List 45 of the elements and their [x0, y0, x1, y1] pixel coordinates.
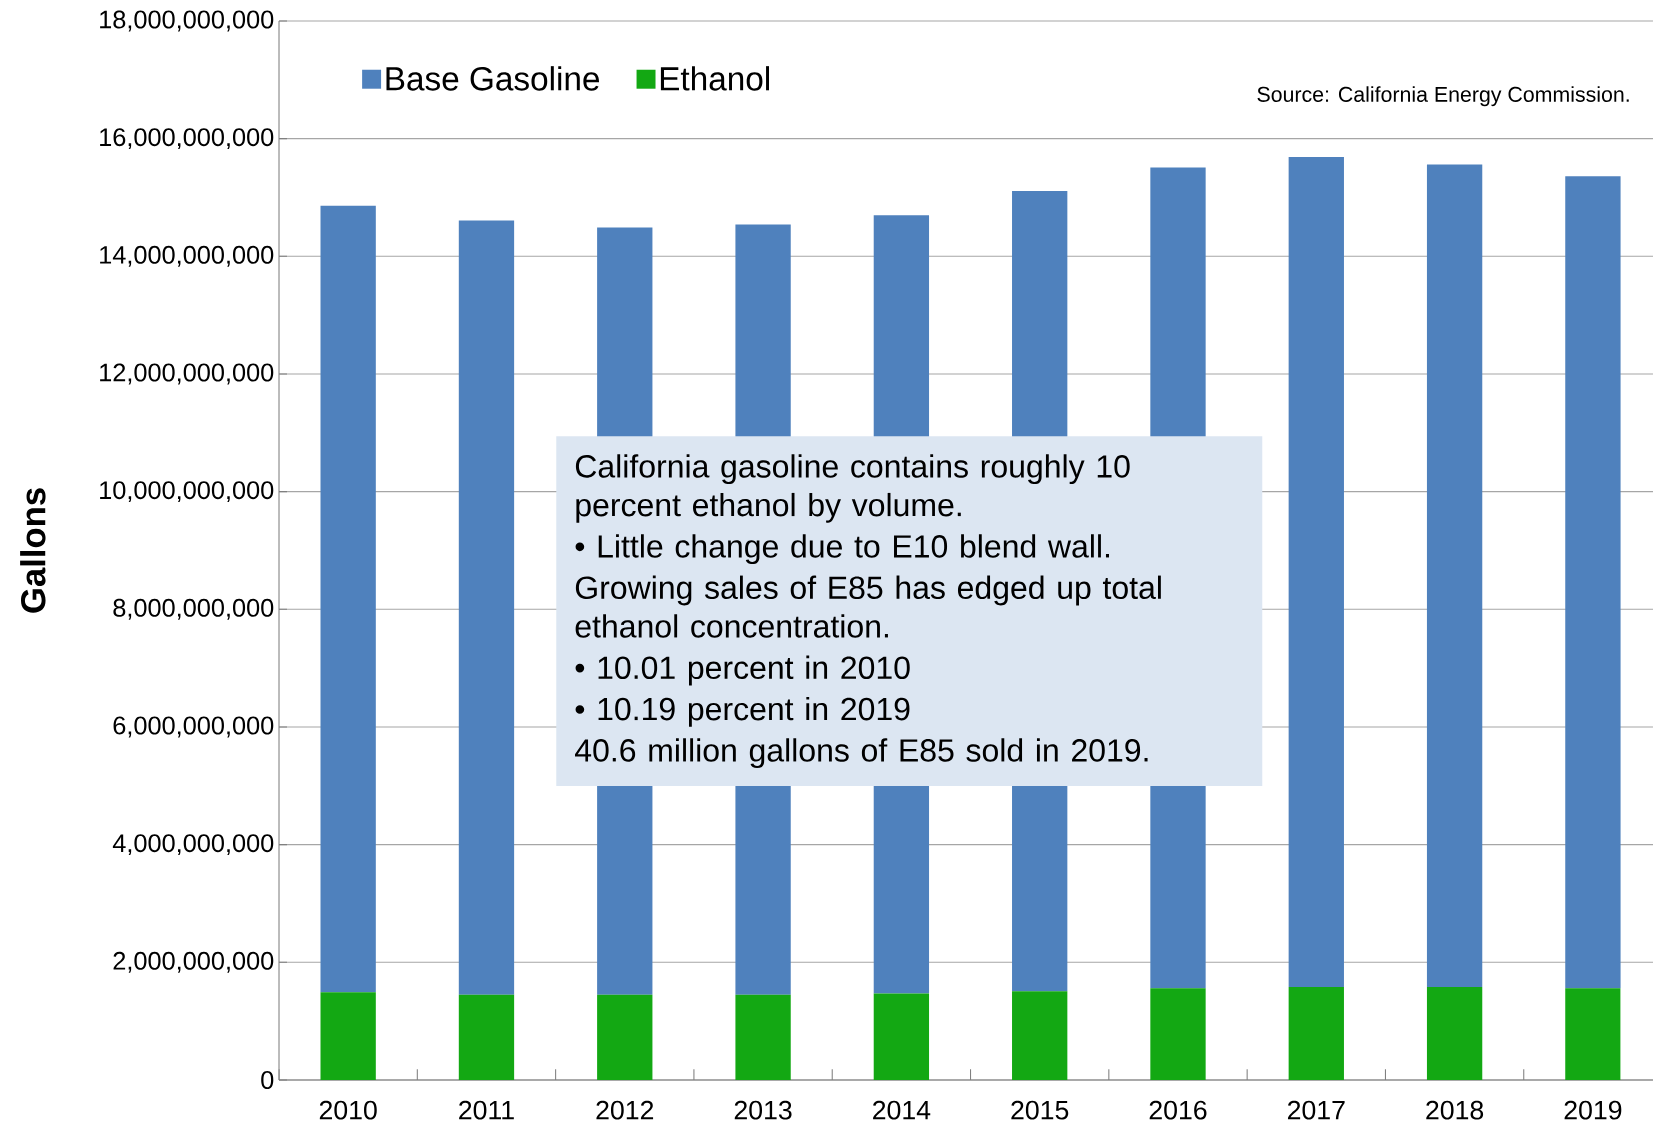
y-axis-title: Gallons — [20, 488, 46, 613]
bar — [735, 994, 791, 1080]
y-tick-label: 2,000,000,000 — [113, 951, 274, 973]
bar — [873, 993, 930, 1080]
legend-label: Ethanol — [660, 66, 769, 91]
bar — [1565, 988, 1621, 1080]
x-tick-label: 2015 — [1011, 1100, 1069, 1120]
x-tick-label: 2014 — [873, 1100, 931, 1120]
bar — [1426, 164, 1483, 988]
x-tick-label: 2019 — [1564, 1100, 1622, 1120]
y-tick-label: 8,000,000,000 — [113, 598, 274, 620]
y-tick-label: 0 — [261, 1071, 274, 1089]
y-tick-label: 14,000,000,000 — [100, 245, 274, 267]
legend-label: Base Gasoline — [386, 66, 600, 91]
x-tick-label: 2010 — [319, 1100, 377, 1120]
bar — [1012, 991, 1068, 1080]
annotation: • 10.01 percent in 2010 — [575, 655, 910, 686]
bar — [458, 994, 515, 1080]
bar — [320, 205, 376, 993]
bar — [458, 220, 515, 995]
bar — [1565, 176, 1621, 989]
bar — [597, 994, 653, 1080]
y-tick-label: 6,000,000,000 — [113, 716, 274, 738]
y-tick-label: 18,000,000,000 — [100, 10, 274, 32]
bar — [1426, 987, 1483, 1080]
annotation: Growing sales of E85 has edged up total ethanol concentration. — [575, 575, 1161, 638]
bar — [1288, 156, 1344, 988]
annotation: California gasoline contains roughly 10 percent ethanol by volume. — [575, 454, 1130, 523]
x-tick-label: 2011 — [459, 1100, 514, 1120]
x-tick-label: 2016 — [1149, 1100, 1207, 1120]
x-tick-label: 2012 — [596, 1100, 654, 1120]
annotation: 40.6 million gallons of E85 sold in 2019. — [575, 738, 1148, 769]
annotation: Source: California Energy Commission. — [1257, 86, 1629, 107]
bar — [320, 992, 376, 1080]
bar — [1150, 988, 1206, 1080]
y-tick-label: 16,000,000,000 — [100, 128, 274, 150]
annotation: • Little change due to E10 blend wall. — [575, 534, 1109, 565]
x-tick-label: 2013 — [734, 1100, 792, 1120]
y-tick-label: 4,000,000,000 — [112, 834, 274, 856]
x-tick-label: 2017 — [1287, 1100, 1345, 1120]
bar — [1288, 987, 1344, 1080]
x-tick-label: 2018 — [1426, 1100, 1484, 1120]
y-tick-label: 10,000,000,000 — [100, 481, 274, 503]
annotation: • 10.19 percent in 2019 — [575, 696, 910, 727]
y-tick-label: 12,000,000,000 — [100, 363, 274, 385]
